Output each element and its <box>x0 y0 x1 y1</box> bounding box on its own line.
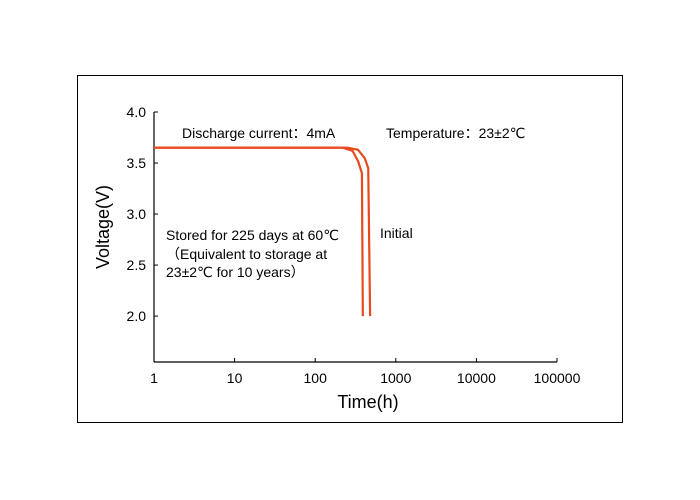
x-axis-title: Time(h) <box>337 392 398 412</box>
axes-layer <box>153 112 557 363</box>
x-tick-label: 100000 <box>534 370 581 386</box>
series-line-stored <box>154 146 364 317</box>
x-tick-label: 10000 <box>457 370 496 386</box>
x-tick-label: 10 <box>227 370 243 386</box>
annotation-discharge: Discharge current：4mA <box>182 125 336 141</box>
x-tick-label: 1 <box>150 370 158 386</box>
annotation-stored-line-3: 23±2℃ for 10 years） <box>166 264 305 280</box>
x-tick-label: 100 <box>304 370 328 386</box>
y-tick-label: 3.5 <box>127 155 147 171</box>
y-axis-title: Voltage(V) <box>93 185 113 269</box>
annotation-stored-line-2: （Equivalent to storage at <box>166 246 327 262</box>
x-tick-label: 1000 <box>380 370 411 386</box>
series-layer <box>154 146 372 317</box>
annotation-temperature: Temperature：23±2℃ <box>386 125 525 141</box>
annotation-stored-line-1: Stored for 225 days at 60℃ <box>166 227 339 243</box>
ticks-layer: 1 10 100 1000 10000 100000 2.0 2.5 3.0 3.5 4.0 <box>127 104 581 386</box>
y-tick-label: 3.0 <box>127 206 147 222</box>
y-tick-label: 2.0 <box>127 308 147 324</box>
annotation-initial: Initial <box>380 225 413 241</box>
y-tick-label: 4.0 <box>127 104 147 120</box>
figure-frame <box>77 75 623 423</box>
y-tick-label: 2.5 <box>127 257 147 273</box>
